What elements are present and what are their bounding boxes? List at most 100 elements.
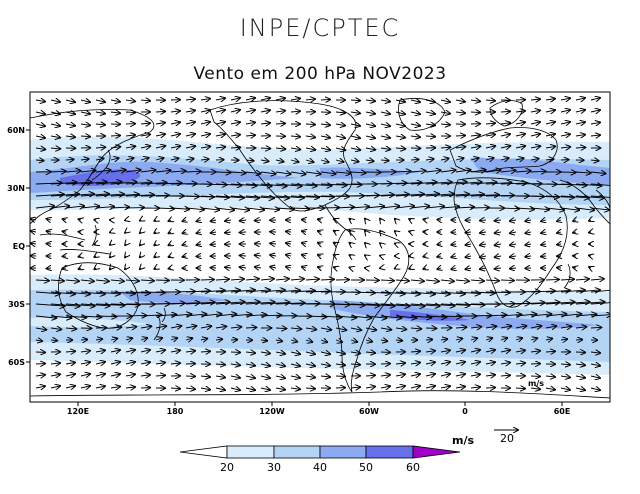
- wind-vector-arrow: [350, 148, 360, 150]
- wind-vector-arrow: [350, 316, 371, 318]
- wind-vector-arrow: [170, 111, 180, 112]
- wind-vector-arrow: [395, 171, 411, 172]
- wind-vector-arrow: [365, 195, 394, 196]
- wind-vector-arrow: [590, 302, 610, 305]
- wind-vector-arrow: [557, 232, 561, 233]
- wind-vector-arrow: [290, 160, 299, 162]
- wind-vector-arrow: [515, 158, 524, 160]
- wind-vector-arrow: [335, 184, 362, 185]
- wind-vector-arrow: [140, 292, 165, 293]
- wind-vector-arrow: [320, 136, 330, 138]
- wind-vector-arrow: [395, 304, 425, 306]
- wind-vector-arrow: [380, 183, 407, 184]
- wind-vector-arrow: [185, 146, 195, 148]
- wind-vector-arrow: [545, 339, 552, 340]
- wind-vector-arrow: [245, 315, 266, 316]
- wind-vector-arrow: [437, 256, 441, 257]
- wind-vector-arrow: [440, 147, 450, 148]
- wind-vector-arrow: [318, 231, 321, 232]
- wind-vector-arrow: [290, 98, 300, 100]
- wind-vector-arrow: [80, 194, 109, 196]
- wind-vector-arrow: [320, 352, 330, 354]
- lon-tick-label: 60W: [359, 407, 379, 416]
- wind-vector-arrow: [350, 160, 359, 162]
- wind-vector-arrow: [110, 304, 140, 305]
- wind-vector-arrow: [95, 170, 111, 172]
- wind-vector-arrow: [155, 123, 165, 124]
- wind-vector-arrow: [440, 124, 450, 125]
- wind-vector-arrow: [110, 387, 120, 388]
- wind-vector-arrow: [230, 302, 260, 304]
- wind-vector-arrow: [215, 147, 225, 148]
- wind-vector-arrow: [35, 304, 65, 306]
- wind-vector-arrow: [125, 268, 126, 269]
- wind-vector-arrow: [110, 350, 120, 352]
- wind-vector-arrow: [47, 268, 51, 269]
- wind-vector-arrow: [440, 100, 450, 102]
- wind-vector-arrow: [155, 350, 165, 352]
- lon-tick-label: 120E: [67, 407, 89, 416]
- wind-vector-arrow: [470, 195, 499, 196]
- wind-vector-arrow: [110, 158, 119, 160]
- wind-vector-arrow: [590, 160, 599, 161]
- map-subtitle: Vento em 200 hPa NOV2023: [193, 64, 447, 84]
- wind-vector-arrow: [155, 326, 166, 328]
- wind-vector-arrow: [515, 388, 525, 389]
- wind-vector-arrow: [215, 302, 245, 304]
- wind-vector-arrow: [230, 184, 257, 186]
- wind-vector-arrow: [440, 362, 450, 364]
- wind-vector-arrow: [318, 219, 321, 220]
- wind-vector-arrow: [425, 159, 434, 160]
- colorbar-level-label: 30: [267, 461, 281, 474]
- wind-vector-arrow: [211, 232, 216, 233]
- wind-vector-arrow: [95, 112, 105, 114]
- wind-vector-arrow: [302, 231, 306, 232]
- wind-vector-arrow: [290, 291, 315, 292]
- wind-vector-arrow: [470, 100, 480, 101]
- wind-vector-arrow: [125, 232, 126, 233]
- wind-vector-arrow: [350, 352, 360, 353]
- wind-vector-arrow: [94, 244, 96, 245]
- wind-vector-arrow: [350, 340, 357, 342]
- longitude-axis: 120E 180 120W 60W 0 60E: [67, 402, 570, 416]
- wind-vector-arrow: [545, 302, 575, 304]
- wind-vector-arrow: [470, 135, 480, 136]
- wind-vector-arrow: [110, 135, 120, 136]
- wind-vector-arrow: [560, 147, 570, 148]
- wind-vector-arrow: [80, 280, 94, 281]
- wind-vector-arrow: [80, 159, 89, 160]
- wind-vector-arrow: [215, 388, 225, 390]
- wind-vector-arrow: [575, 208, 594, 210]
- wind-vector-arrow: [154, 232, 156, 233]
- wind-vector-arrow: [545, 208, 564, 210]
- wind-vector-arrow: [380, 316, 401, 318]
- wind-vector-arrow: [290, 208, 309, 209]
- colorbar-segment: [273, 445, 321, 459]
- wind-vector-arrow: [302, 267, 306, 268]
- wind-vector-arrow: [440, 170, 456, 172]
- wind-vector-arrow: [275, 160, 284, 162]
- wind-vector-arrow: [200, 134, 210, 136]
- wind-vector-arrow: [270, 243, 277, 244]
- wind-vector-arrow: [185, 134, 195, 136]
- wind-vector-arrow: [410, 112, 420, 114]
- wind-vector-arrow: [334, 267, 336, 268]
- wind-vector-arrow: [35, 328, 46, 330]
- wind-vector-arrow: [365, 292, 390, 293]
- wind-vector-arrow: [215, 110, 225, 112]
- wind-vector-arrow: [95, 158, 104, 160]
- wind-vector-arrow: [590, 364, 600, 366]
- wind-vector-arrow: [35, 194, 64, 196]
- wind-vector-arrow: [35, 160, 44, 161]
- wind-vector-arrow: [380, 112, 390, 114]
- wind-vector-arrow: [140, 100, 150, 101]
- wind-vector-arrow: [485, 134, 495, 136]
- wind-vector-arrow: [500, 350, 510, 352]
- wind-vector-arrow: [170, 146, 180, 148]
- wind-vector-arrow: [80, 124, 90, 125]
- wind-vector-arrow: [425, 206, 444, 208]
- wind-vector-arrow: [560, 196, 589, 198]
- wind-vector-arrow: [275, 340, 282, 341]
- wind-vector-arrow: [470, 292, 495, 293]
- wind-vector-arrow: [65, 136, 75, 137]
